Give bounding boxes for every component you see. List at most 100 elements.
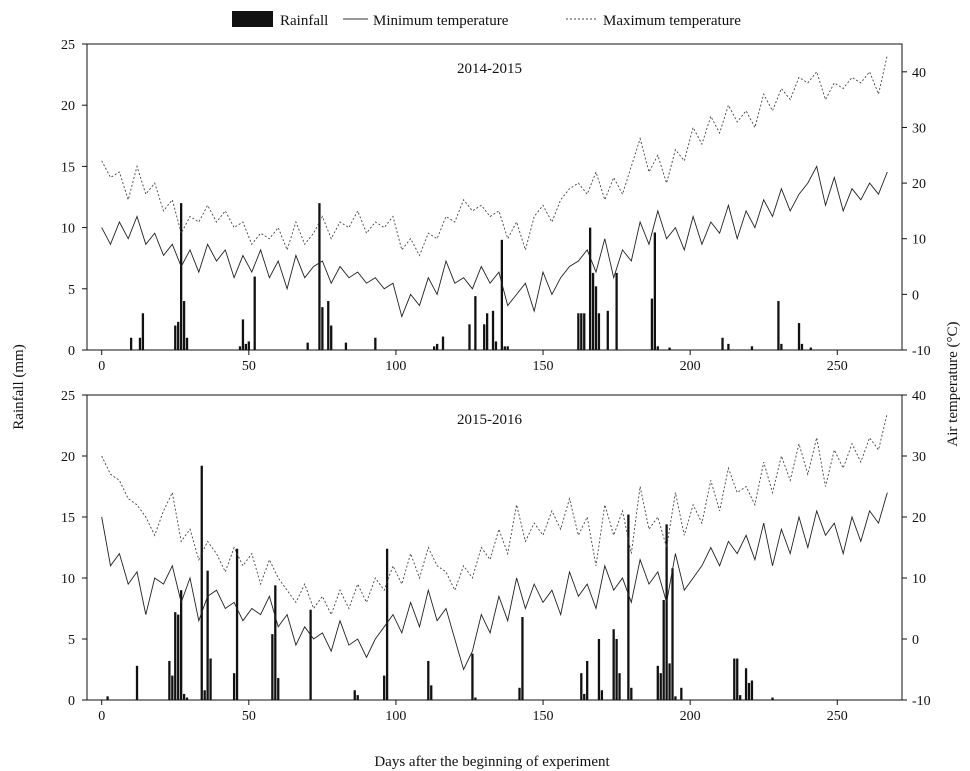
- rainfall-bar: [583, 693, 586, 700]
- temp-tick-label: 20: [912, 511, 926, 526]
- rainfall-bar: [203, 690, 206, 700]
- rainfall-bar: [138, 337, 142, 350]
- panel-2014-2015: 2014-2015 0 50 100 150 200 250 0 5 10 15 20 25 -10 0 10…: [61, 38, 931, 374]
- rainfall-bar: [606, 310, 609, 350]
- rainfall-bar: [630, 687, 633, 700]
- rainfall-bar: [671, 568, 674, 700]
- temp-tick-label: 10: [912, 572, 926, 587]
- x-tick-label: 50: [242, 709, 256, 724]
- rainfall-bar: [597, 639, 601, 700]
- rainfall-bar: [471, 653, 474, 700]
- plot-frame: [86, 394, 903, 701]
- rainfall-bar: [356, 695, 359, 700]
- temp-tick-label: 0: [912, 633, 919, 648]
- rainfall-bar: [241, 319, 245, 350]
- temp-tick-label: 40: [912, 389, 926, 404]
- x-tick-label: 50: [242, 359, 256, 374]
- legend: Rainfall Minimum temperature Maximum tem…: [232, 11, 741, 29]
- rainfall-bar: [309, 609, 312, 700]
- rainfall-bar: [441, 336, 445, 350]
- rainfall-bar: [318, 203, 321, 350]
- rainfall-bar: [327, 301, 330, 350]
- rainfall-bar: [491, 310, 495, 350]
- x-tick-label: 250: [827, 709, 848, 724]
- rainfall-bar: [721, 337, 724, 350]
- rainfall-bar: [618, 673, 621, 700]
- rainfall-bar: [653, 232, 656, 350]
- rainfall-bar: [235, 548, 239, 700]
- panel-title: 2014-2015: [457, 61, 522, 77]
- rainfall-bar: [129, 337, 133, 350]
- rain-tick-label: 25: [61, 38, 75, 53]
- rainfall-bar: [577, 313, 580, 350]
- rainfall-bar: [344, 342, 348, 350]
- rainfall-bar: [797, 323, 801, 350]
- rainfall-bar: [521, 617, 524, 700]
- rainfall-bar: [141, 313, 145, 350]
- rainfall-bar: [238, 346, 242, 350]
- rainfall-bar: [580, 673, 583, 700]
- rainfall-bar: [180, 203, 183, 350]
- rainfall-bar: [506, 346, 509, 350]
- rainfall-bar: [736, 658, 739, 700]
- rainfall-bar: [277, 678, 280, 700]
- x-tick-label: 150: [533, 359, 554, 374]
- rainfall-bar: [615, 639, 618, 700]
- y-axis-label-temperature: Air temperature (°C): [945, 321, 961, 446]
- x-tick-label: 200: [680, 709, 701, 724]
- rain-tick-label: 5: [68, 633, 75, 648]
- rainfall-bar: [739, 695, 742, 700]
- rainfall-bar: [106, 696, 109, 700]
- rainfall-bar: [474, 697, 477, 700]
- x-tick-label: 250: [827, 359, 848, 374]
- rainfall-bar: [182, 301, 186, 350]
- rainfall-bar: [383, 675, 386, 700]
- rainfall-bar: [809, 347, 812, 350]
- rainfall-bar: [518, 687, 521, 700]
- legend-rainfall-label: Rainfall: [280, 13, 328, 29]
- rainfall-bar: [433, 346, 436, 350]
- rainfall-bar: [591, 272, 595, 350]
- legend-rainfall-swatch: [232, 11, 273, 27]
- rainfall-bar: [500, 239, 504, 350]
- rain-tick-label: 20: [61, 450, 75, 465]
- temp-tick-label: 40: [912, 66, 926, 81]
- rain-tick-label: 10: [61, 222, 75, 237]
- rainfall-bar: [580, 313, 583, 350]
- rainfall-bar: [668, 663, 671, 700]
- rainfall-bar: [747, 682, 751, 700]
- panel-title: 2015-2016: [457, 412, 522, 428]
- x-tick-label: 150: [533, 709, 554, 724]
- temp-tick-label: 30: [912, 121, 926, 136]
- temp-tick-label: 0: [912, 288, 919, 303]
- legend-tmax-label: Maximum temperature: [603, 13, 741, 29]
- rainfall-bar: [780, 343, 783, 350]
- rainfall-bar: [750, 346, 754, 350]
- rainfall-bar: [232, 673, 236, 700]
- rainfall-bar: [588, 227, 592, 350]
- rainfall-bar: [274, 585, 277, 700]
- rainfall-bar: [674, 696, 677, 700]
- rainfall-bar: [321, 307, 324, 350]
- x-tick-label: 200: [680, 359, 701, 374]
- rainfall-bar: [665, 524, 668, 700]
- rain-tick-label: 15: [61, 160, 75, 175]
- max-temperature-line: [101, 55, 888, 257]
- rainfall-bar: [503, 346, 506, 350]
- rainfall-bar: [750, 680, 754, 700]
- rainfall-bar: [168, 660, 171, 700]
- rainfall-bar: [180, 590, 183, 700]
- rainfall-bar: [435, 343, 439, 350]
- rainfall-bar: [135, 665, 139, 700]
- rainfall-bar: [612, 629, 615, 700]
- rainfall-bar: [271, 634, 274, 700]
- rainfall-bar: [485, 313, 489, 350]
- rainfall-bar: [468, 324, 471, 350]
- rainfall-bar: [668, 347, 671, 350]
- x-axis-label: Days after the beginning of experiment: [374, 754, 610, 770]
- rainfall-bar: [174, 325, 177, 350]
- y-axis-label-rainfall: Rainfall (mm): [11, 344, 27, 429]
- rainfall-bar: [353, 690, 356, 700]
- rainfall-bar: [206, 570, 209, 700]
